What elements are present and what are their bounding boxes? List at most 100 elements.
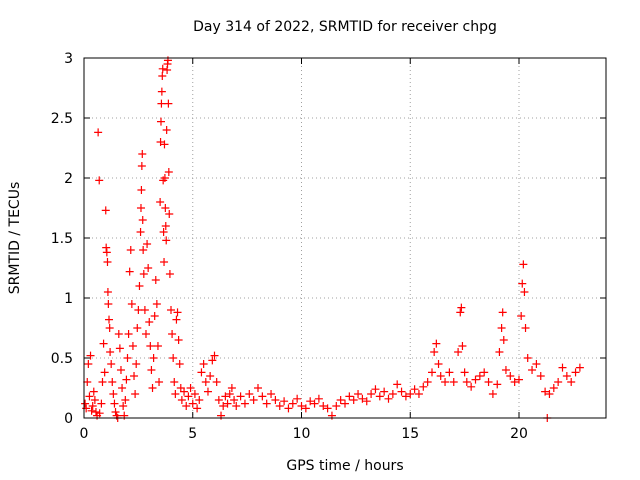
y-tick-label: 2 [64, 171, 73, 187]
data-point [293, 394, 302, 403]
data-point [136, 228, 145, 236]
data-point [160, 258, 169, 266]
data-point [297, 402, 306, 410]
data-point [254, 384, 262, 392]
data-point [94, 128, 103, 137]
data-point [306, 397, 315, 406]
x-axis-label: GPS time / hours [286, 458, 403, 474]
data-point [98, 378, 107, 386]
data-point [107, 360, 116, 368]
x-tick-labels: 0 5 10 15 20 [80, 426, 528, 442]
data-point [137, 186, 146, 194]
data-point [288, 399, 297, 408]
data-point [146, 342, 155, 350]
data-point [349, 396, 358, 404]
data-point [280, 397, 289, 406]
data-point [97, 399, 106, 408]
data-point [301, 404, 310, 413]
data-point [106, 348, 115, 356]
data-point [110, 399, 119, 408]
data-point [164, 168, 173, 176]
data-point [190, 390, 199, 398]
data-point [457, 303, 466, 312]
data-point [104, 300, 113, 308]
data-point [208, 356, 217, 365]
data-point [122, 375, 131, 384]
data-point [332, 402, 341, 410]
y-tick-label: 1.5 [51, 231, 73, 247]
data-point [517, 312, 526, 320]
data-point [87, 406, 96, 415]
data-point [203, 387, 212, 396]
data-point [375, 392, 384, 401]
y-tick-label: 1 [64, 291, 73, 307]
data-point [156, 198, 165, 206]
data-point [195, 396, 204, 404]
data-point [201, 378, 210, 386]
x-tick-label: 0 [80, 426, 89, 442]
data-point [575, 363, 584, 372]
data-point [114, 330, 123, 338]
data-point [319, 402, 328, 410]
data-point [155, 378, 164, 386]
data-point [138, 216, 147, 224]
data-point [136, 204, 145, 212]
data-point [310, 399, 319, 408]
data-point [127, 300, 136, 308]
data-point [165, 270, 174, 278]
data-point [126, 246, 135, 254]
data-point [445, 368, 454, 377]
data-point [262, 399, 271, 408]
data-point [148, 384, 157, 392]
data-point [345, 392, 354, 401]
data-point [95, 409, 104, 418]
data-point [545, 390, 554, 398]
data-point [101, 206, 110, 215]
data-point [467, 382, 476, 391]
data-point [119, 402, 128, 410]
data-point [102, 243, 111, 252]
data-point [85, 392, 94, 401]
data-point [506, 372, 515, 380]
data-point [149, 354, 158, 362]
data-point [145, 318, 154, 326]
data-point [358, 394, 367, 403]
data-point [267, 390, 276, 398]
data-point [153, 342, 162, 350]
data-point [174, 336, 183, 344]
data-point [434, 360, 443, 368]
data-point [133, 324, 142, 332]
x-tick-label: 10 [293, 426, 311, 442]
data-point [143, 240, 152, 248]
data-point [161, 222, 170, 230]
data-point [175, 360, 184, 368]
data-point [160, 140, 169, 149]
data-point [419, 382, 428, 391]
data-point [169, 354, 178, 362]
data-point [125, 267, 134, 276]
data-point [336, 396, 345, 404]
data-point [162, 236, 171, 245]
data-point [116, 366, 125, 374]
data-point [384, 394, 393, 403]
data-point [151, 276, 160, 284]
data-point [432, 339, 441, 348]
x-tick-label: 15 [401, 426, 419, 442]
data-point [171, 390, 180, 398]
x-tick-label: 20 [510, 426, 528, 442]
data-point [152, 300, 161, 308]
data-point [510, 378, 519, 386]
data-point [484, 378, 493, 386]
data-point [115, 344, 124, 353]
data-point [449, 378, 458, 386]
data-point [173, 308, 182, 317]
data-point [214, 396, 223, 404]
data-point [397, 387, 406, 396]
data-point [549, 384, 558, 392]
data-point [271, 396, 280, 404]
data-point [86, 351, 95, 360]
data-point [140, 306, 149, 314]
data-point [367, 390, 376, 398]
data-point [193, 404, 202, 413]
data-point [423, 378, 432, 386]
